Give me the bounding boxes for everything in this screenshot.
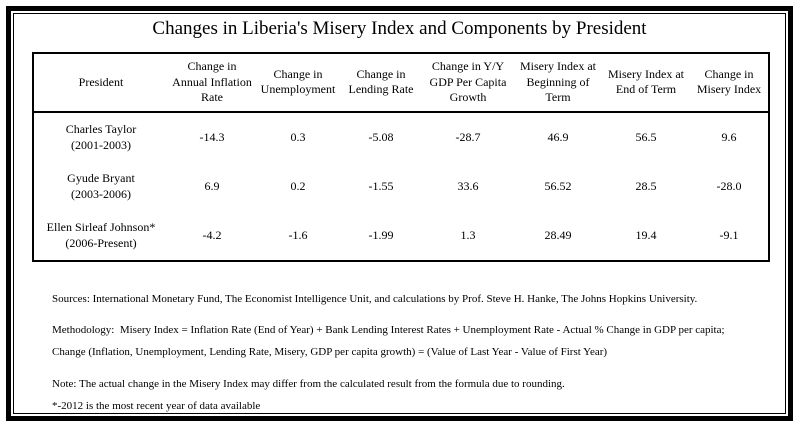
value-cell: -1.99	[368, 227, 394, 242]
value-cell: 0.2	[290, 178, 306, 193]
value-cell: 33.6	[457, 178, 479, 193]
column-header-misery-beginning: Misery Index at Beginning of Term	[514, 52, 602, 113]
value-cell: 1.3	[460, 227, 476, 242]
value-cell: -28.0	[716, 178, 742, 193]
header-row: President Change in Annual Inflation Rat…	[33, 52, 769, 113]
value-cell: 56.52	[544, 178, 572, 193]
misery-index-table: President Change in Annual Inflation Rat…	[32, 51, 770, 262]
president-term: (2003-2006)	[71, 187, 131, 202]
table-row-gyude-bryant: Gyude Bryant (2003-2006) 6.9 0.2 -1.55 3…	[33, 162, 769, 211]
value-cell: 28.49	[544, 227, 572, 242]
methodology-note-line-2: Change (Inflation, Unemployment, Lending…	[52, 345, 608, 358]
value-cell: -14.3	[199, 129, 225, 144]
value-cell: 56.5	[635, 129, 657, 144]
value-cell: 6.9	[204, 178, 220, 193]
value-cell: 28.5	[635, 178, 657, 193]
methodology-note-line-1: Methodology: Misery Index = Inflation Ra…	[52, 323, 725, 336]
column-header-lending-rate: Change in Lending Rate	[340, 52, 422, 113]
president-name: Gyude Bryant	[67, 171, 135, 186]
value-cell: -28.7	[455, 129, 481, 144]
president-term: (2006-Present)	[65, 236, 137, 251]
column-header-president: President	[33, 52, 168, 113]
column-header-unemployment: Change in Unemployment	[256, 52, 340, 113]
value-cell: -9.1	[719, 227, 739, 242]
value-cell: 0.3	[290, 129, 306, 144]
value-cell: -4.2	[202, 227, 222, 242]
president-cell: Ellen Sirleaf Johnson* (2006-Present)	[33, 211, 168, 261]
inner-frame: Changes in Liberia's Misery Index and Co…	[13, 13, 786, 414]
value-cell: -1.55	[368, 178, 394, 193]
column-header-misery-change: Change in Misery Index	[690, 52, 769, 113]
asterisk-note: *-2012 is the most recent year of data a…	[52, 399, 261, 412]
value-cell: -1.6	[288, 227, 308, 242]
value-cell: 9.6	[721, 129, 737, 144]
president-cell: Charles Taylor (2001-2003)	[33, 112, 168, 162]
value-cell: 19.4	[635, 227, 657, 242]
column-header-misery-end: Misery Index at End of Term	[602, 52, 690, 113]
president-name: Ellen Sirleaf Johnson*	[46, 220, 156, 235]
president-name: Charles Taylor	[65, 122, 137, 137]
rounding-note: Note: The actual change in the Misery In…	[52, 377, 565, 390]
president-term: (2001-2003)	[71, 138, 131, 153]
table-row-ellen-sirleaf-johnson: Ellen Sirleaf Johnson* (2006-Present) -4…	[33, 211, 769, 261]
value-cell: -5.08	[368, 129, 394, 144]
column-header-gdp-growth: Change in Y/Y GDP Per Capita Growth	[422, 52, 514, 113]
column-header-inflation: Change in Annual Inflation Rate	[168, 52, 256, 113]
outer-frame: Changes in Liberia's Misery Index and Co…	[6, 6, 793, 421]
value-cell: 46.9	[547, 129, 569, 144]
table-row-charles-taylor: Charles Taylor (2001-2003) -14.3 0.3 -5.…	[33, 112, 769, 162]
sources-note: Sources: International Monetary Fund, Th…	[52, 292, 698, 305]
president-cell: Gyude Bryant (2003-2006)	[33, 162, 168, 211]
page-title: Changes in Liberia's Misery Index and Co…	[152, 18, 647, 39]
